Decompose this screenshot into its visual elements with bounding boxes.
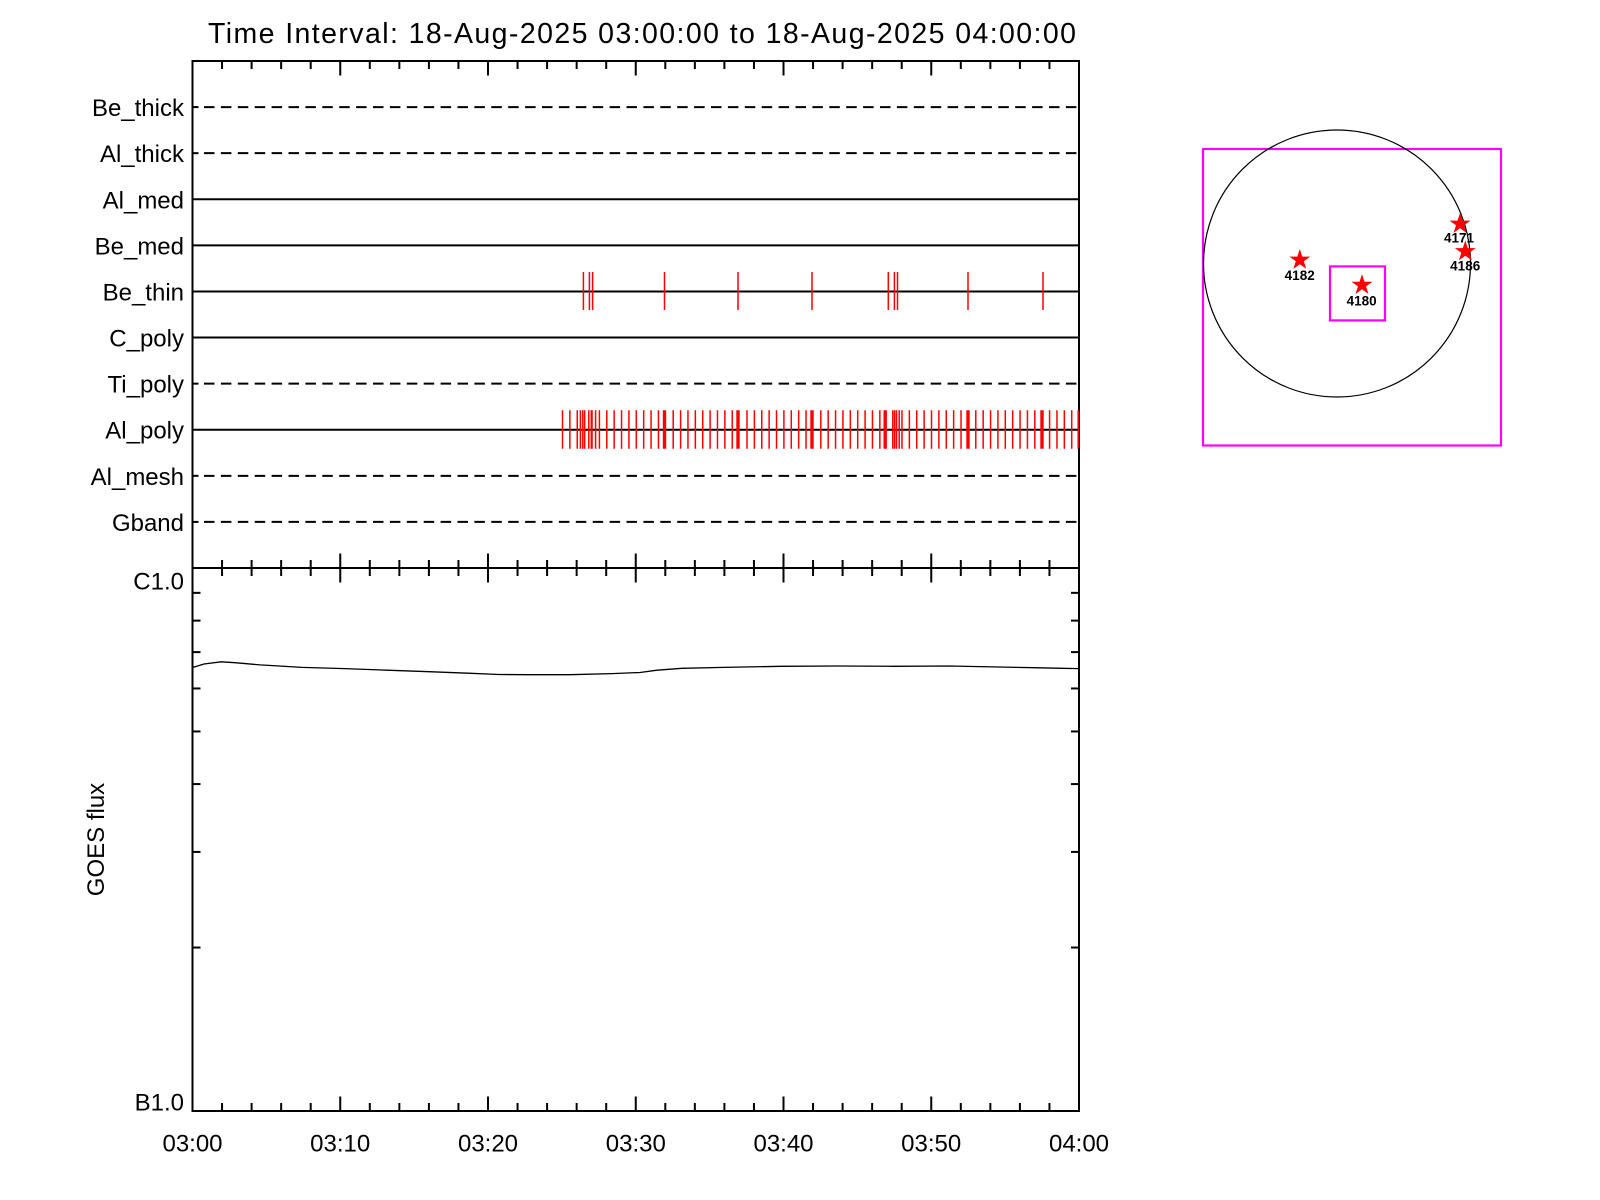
svg-text:03:00: 03:00 xyxy=(162,1131,222,1158)
svg-text:03:50: 03:50 xyxy=(901,1131,961,1158)
svg-text:Ti_poly: Ti_poly xyxy=(108,372,184,399)
svg-text:4186: 4186 xyxy=(1450,258,1481,273)
svg-text:Al_med: Al_med xyxy=(103,187,184,214)
svg-text:Al_mesh: Al_mesh xyxy=(91,464,184,491)
svg-text:03:10: 03:10 xyxy=(310,1131,370,1158)
svg-text:Be_med: Be_med xyxy=(95,233,184,260)
svg-text:03:40: 03:40 xyxy=(753,1131,813,1158)
svg-text:4171: 4171 xyxy=(1444,230,1475,245)
svg-text:C_poly: C_poly xyxy=(109,326,184,353)
svg-text:C1.0: C1.0 xyxy=(133,568,184,595)
svg-text:Be_thin: Be_thin xyxy=(103,279,184,306)
svg-text:B1.0: B1.0 xyxy=(135,1090,184,1117)
svg-text:Time Interval: 18-Aug-2025 03:: Time Interval: 18-Aug-2025 03:00:00 to 1… xyxy=(208,18,1076,50)
svg-text:Be_thick: Be_thick xyxy=(92,95,185,122)
svg-text:Al_poly: Al_poly xyxy=(105,418,184,445)
svg-text:Al_thick: Al_thick xyxy=(100,141,185,168)
svg-text:03:30: 03:30 xyxy=(606,1131,666,1158)
svg-text:04:00: 04:00 xyxy=(1049,1131,1109,1158)
svg-text:4182: 4182 xyxy=(1285,268,1315,283)
svg-text:GOES flux: GOES flux xyxy=(83,783,110,896)
svg-text:03:20: 03:20 xyxy=(458,1131,518,1158)
svg-text:4180: 4180 xyxy=(1347,293,1377,308)
svg-text:Gband: Gband xyxy=(112,510,184,537)
